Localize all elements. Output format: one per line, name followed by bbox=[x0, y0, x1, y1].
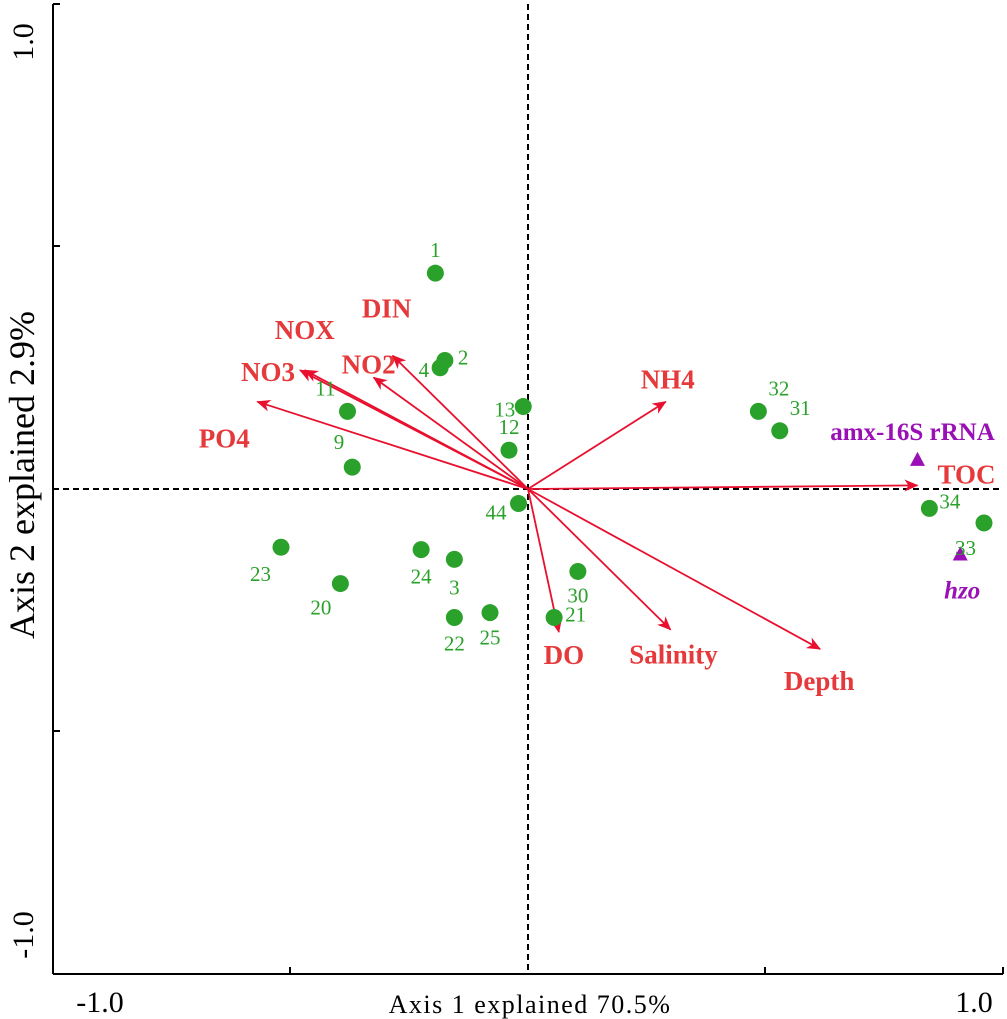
site-label-31: 31 bbox=[790, 396, 811, 420]
env-label-no3: NO3 bbox=[241, 357, 295, 387]
env-arrow-toc bbox=[527, 479, 919, 492]
env-label-nh4: NH4 bbox=[641, 365, 695, 395]
site-point-23 bbox=[272, 538, 290, 556]
site-label-4: 4 bbox=[419, 358, 430, 382]
species-label-hzo: hzo bbox=[944, 577, 980, 604]
env-arrow-po4 bbox=[256, 399, 529, 490]
tick-marks bbox=[53, 3, 1004, 975]
env-arrow-do bbox=[527, 488, 562, 634]
env-label-nox: NOX bbox=[275, 315, 336, 345]
env-vector-arrows bbox=[256, 354, 919, 650]
site-label-30: 30 bbox=[567, 583, 588, 607]
env-arrow-depth bbox=[527, 488, 822, 650]
site-label-21: 21 bbox=[565, 603, 586, 627]
y-tick-label-max: 1.0 bbox=[7, 23, 40, 61]
site-point-24 bbox=[412, 541, 430, 559]
env-label-toc: TOC bbox=[937, 459, 995, 489]
site-label-22: 22 bbox=[444, 632, 465, 656]
env-arrow-no2 bbox=[372, 376, 529, 490]
site-label-33: 33 bbox=[955, 536, 976, 560]
site-label-20: 20 bbox=[310, 596, 331, 620]
env-label-depth: Depth bbox=[784, 666, 855, 696]
site-point-3 bbox=[445, 550, 463, 568]
site-label-23: 23 bbox=[250, 562, 271, 586]
site-label-12: 12 bbox=[499, 415, 520, 439]
site-point-11 bbox=[339, 402, 356, 420]
y-tick-label-min: -1.0 bbox=[7, 911, 40, 959]
x-tick-label-min: -1.0 bbox=[76, 986, 124, 1019]
site-point-13 bbox=[514, 398, 532, 416]
env-arrow-nh4 bbox=[527, 400, 667, 490]
site-label-2: 2 bbox=[458, 345, 469, 369]
env-arrow-no3 bbox=[299, 369, 529, 490]
env-label-do: DO bbox=[544, 640, 585, 670]
site-label-9: 9 bbox=[334, 430, 345, 454]
x-tick-label-max: 1.0 bbox=[955, 986, 993, 1019]
site-point-12 bbox=[500, 441, 518, 459]
site-point-25 bbox=[481, 604, 499, 622]
site-label-13: 13 bbox=[494, 398, 515, 422]
site-point-30 bbox=[569, 562, 587, 580]
site-point-9 bbox=[343, 458, 361, 476]
site-label-44: 44 bbox=[486, 501, 508, 525]
site-label-34: 34 bbox=[939, 489, 961, 513]
site-point-33 bbox=[975, 514, 993, 532]
site-point-4 bbox=[431, 359, 449, 377]
species-marker-hzo bbox=[952, 546, 968, 561]
site-point-22 bbox=[445, 609, 463, 627]
species-label-amx-16s-rrna: amx-16S rRNA bbox=[830, 419, 995, 446]
site-points bbox=[272, 264, 993, 627]
env-label-no2: NO2 bbox=[342, 349, 396, 379]
site-point-34 bbox=[920, 499, 938, 517]
env-arrow-salinity bbox=[527, 488, 672, 631]
site-label-24: 24 bbox=[411, 565, 433, 589]
site-point-20 bbox=[331, 575, 349, 593]
site-label-1: 1 bbox=[430, 238, 441, 262]
site-point-1 bbox=[426, 264, 444, 282]
site-point-31 bbox=[771, 422, 789, 440]
site-label-11: 11 bbox=[315, 376, 335, 400]
y-axis-title: Axis 2 explained 2.9% bbox=[2, 311, 42, 639]
site-label-25: 25 bbox=[480, 626, 501, 650]
site-label-32: 32 bbox=[768, 376, 789, 400]
env-label-salinity: Salinity bbox=[629, 640, 718, 670]
site-point-44 bbox=[510, 495, 527, 513]
site-label-3: 3 bbox=[449, 575, 460, 599]
env-label-po4: PO4 bbox=[199, 424, 250, 454]
env-label-din: DIN bbox=[362, 294, 412, 324]
species-markers bbox=[910, 451, 968, 561]
env-arrow-din bbox=[391, 354, 529, 490]
x-axis-title: Axis 1 explained 70.5% bbox=[389, 990, 672, 1019]
site-point-32 bbox=[749, 402, 767, 420]
site-point-21 bbox=[545, 609, 563, 627]
species-marker-amx-16s-rrna bbox=[910, 451, 925, 466]
